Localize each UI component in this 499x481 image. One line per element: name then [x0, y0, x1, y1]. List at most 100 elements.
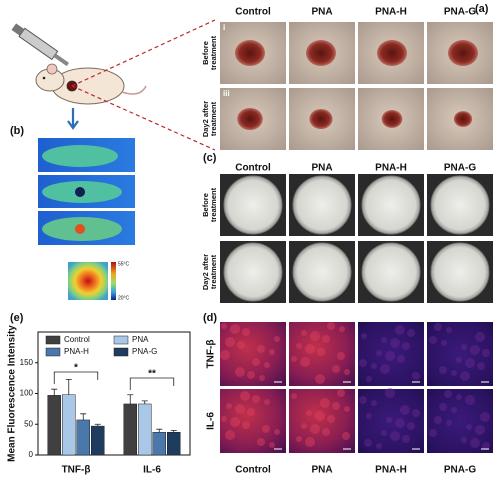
cell-spot	[220, 350, 230, 360]
cell-spot	[412, 409, 420, 417]
error-bar	[170, 430, 177, 433]
cell-spot	[402, 342, 410, 350]
legend-swatch	[113, 347, 129, 357]
cell-spot	[235, 404, 245, 414]
cell-spot	[242, 328, 250, 336]
cell-spot	[482, 442, 490, 450]
error-bar	[65, 378, 72, 395]
cell-spot	[242, 421, 250, 429]
error-bar	[51, 388, 58, 396]
cell-spot	[264, 399, 270, 405]
cell-spot	[237, 341, 245, 349]
petri-dish	[292, 175, 352, 235]
column-header: PNA	[311, 7, 332, 18]
cell-spot	[371, 363, 377, 369]
bar	[123, 403, 137, 456]
row-label: Day2 after	[201, 101, 210, 137]
cell-spot	[300, 357, 310, 367]
cell-spot	[296, 436, 302, 442]
petri-dish	[430, 175, 490, 235]
cell-spot	[315, 411, 325, 421]
row-label: Before	[201, 193, 210, 217]
bar	[47, 395, 61, 456]
cell-spot	[274, 336, 280, 342]
row-label: TNF-β	[206, 340, 217, 369]
cell-spot	[339, 326, 345, 332]
mouse-illustration	[11, 23, 147, 105]
cell-spot	[397, 355, 405, 363]
colorbar-label: 20°C	[118, 295, 130, 301]
x-tick-label: IL-6	[143, 465, 161, 476]
x-tick-label: TNF-β	[62, 465, 91, 476]
fluorescence-image	[427, 389, 493, 453]
cell-spot	[475, 425, 485, 435]
petri-dish	[430, 242, 490, 302]
cell-spot	[470, 345, 480, 355]
cell-spot	[451, 370, 457, 376]
legend-label: Control	[64, 335, 90, 344]
cell-spot	[456, 357, 462, 363]
cell-spot	[252, 358, 260, 366]
error-bar	[80, 413, 87, 420]
cell-spot	[407, 329, 415, 337]
cell-spot	[337, 389, 345, 397]
zoom-line	[71, 85, 216, 151]
bar	[138, 403, 152, 456]
cell-spot	[305, 344, 315, 354]
column-header: Control	[235, 163, 271, 174]
column-header: PNA-H	[375, 7, 407, 18]
cell-spot	[429, 336, 437, 344]
cell-spot	[257, 345, 265, 353]
cell-spot	[390, 338, 400, 348]
column-header: PNA-G	[444, 7, 476, 18]
column-header: Control	[235, 7, 271, 18]
cell-spot	[296, 343, 302, 349]
cell-spot	[407, 422, 415, 430]
fluorescence-image	[289, 322, 355, 386]
column-header: PNA-H	[375, 465, 407, 476]
cell-spot	[230, 324, 240, 334]
row-label: Day2 after	[201, 254, 210, 290]
cell-spot	[439, 366, 447, 374]
cell-spot	[456, 394, 462, 400]
cell-spot	[466, 424, 472, 430]
wound	[453, 111, 473, 127]
row-label: treatment	[209, 101, 218, 136]
cell-spot	[310, 331, 320, 341]
bar-chart: Mean Fluorescence Intensity 0 50 100 150 TNF-…	[7, 325, 191, 476]
cell-spot	[269, 349, 275, 355]
bar	[152, 431, 166, 456]
legend-label: PNA	[132, 335, 149, 344]
cell-spot	[460, 371, 470, 381]
cell-spot	[444, 390, 452, 398]
y-tick-label: 100	[20, 389, 34, 398]
column-header: PNA-G	[444, 465, 476, 476]
cell-spot	[359, 359, 367, 367]
cell-spot	[461, 344, 467, 350]
cell-spot	[342, 432, 350, 440]
cell-spot	[344, 406, 350, 412]
cell-spot	[470, 438, 480, 448]
cell-spot	[310, 424, 320, 434]
legend-label: PNA-H	[64, 347, 89, 356]
cell-spot	[441, 340, 447, 346]
y-tick-label: 150	[20, 358, 34, 367]
wound	[377, 40, 407, 66]
cell-spot	[364, 439, 372, 447]
legend-swatch	[113, 335, 129, 345]
cell-spot	[259, 375, 265, 381]
cell-spot	[475, 332, 485, 342]
petri-dish	[292, 242, 352, 302]
column-header: PNA	[311, 163, 332, 174]
petri-dish	[361, 175, 421, 235]
cell-spot	[366, 376, 372, 382]
cell-spot	[385, 388, 395, 398]
wound	[306, 40, 336, 66]
zoom-line	[71, 19, 216, 87]
cell-spot	[264, 362, 270, 368]
cell-spot	[402, 435, 410, 443]
wound	[381, 110, 403, 128]
cell-spot	[235, 367, 245, 377]
cell-spot	[337, 352, 345, 360]
